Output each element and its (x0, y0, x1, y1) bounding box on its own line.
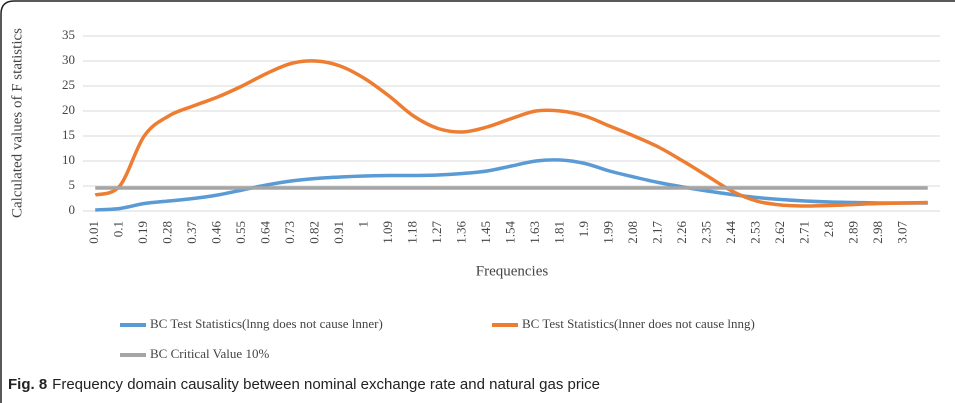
legend-label: BC Critical Value 10% (150, 346, 269, 361)
x-tick-label: 0.37 (184, 221, 199, 244)
x-tick-label: 1.81 (551, 221, 566, 244)
x-tick-label: 1.63 (527, 221, 542, 244)
y-tick-label: 5 (69, 177, 76, 192)
x-tick-label: 1.54 (502, 221, 517, 244)
caption-text: Frequency domain causality between nomin… (52, 376, 600, 393)
y-tick-label: 0 (69, 202, 76, 217)
x-tick-label: 0.55 (233, 221, 248, 244)
x-tick-label: 2.26 (674, 221, 689, 244)
x-tick-label: 1.18 (405, 221, 420, 244)
series-line (94, 59, 928, 208)
series-line (95, 158, 928, 212)
x-tick-label: 2.8 (821, 221, 836, 237)
x-tick-label: 1.27 (429, 221, 444, 244)
x-tick-label: 2.44 (723, 221, 738, 244)
x-axis-label: Frequencies (476, 263, 549, 279)
x-tick-label: 2.62 (772, 221, 787, 244)
caption: Fig. 8 Frequency domain causality between… (8, 376, 600, 393)
x-tick-label: 0.19 (135, 221, 150, 244)
y-tick-label: 20 (62, 102, 75, 117)
x-tick-label: 0.64 (258, 221, 273, 244)
x-tick-label: 0.28 (160, 221, 175, 244)
x-tick-label: 1.09 (380, 221, 395, 244)
x-tick-label: 0.73 (282, 221, 297, 244)
x-tick-label: 0.1 (111, 221, 126, 237)
x-tick-label: 0.01 (86, 221, 101, 244)
x-tick-label: 2.53 (747, 221, 762, 244)
y-tick-label: 15 (62, 127, 75, 142)
x-tick-label: 1.36 (454, 221, 469, 244)
x-tick-label: 2.89 (845, 221, 860, 244)
x-tick-label: 1.45 (478, 221, 493, 244)
legend-label: BC Test Statistics(lnng does not cause l… (150, 316, 383, 331)
y-tick-label: 10 (62, 152, 75, 167)
x-tick-label: 2.98 (870, 221, 885, 244)
x-tick-label: 2.35 (698, 221, 713, 244)
x-tick-label: 2.17 (649, 221, 664, 244)
y-tick-label: 35 (62, 27, 75, 42)
x-tick-label: 1.9 (576, 221, 591, 237)
y-tick-label: 25 (62, 77, 75, 92)
x-tick-label: 2.08 (625, 221, 640, 244)
x-tick-label: 1.99 (600, 221, 615, 244)
caption-label: Fig. 8 (8, 376, 47, 393)
x-tick-label: 0.46 (209, 221, 224, 244)
x-tick-label: 0.82 (307, 221, 322, 244)
x-tick-label: 3.07 (894, 221, 909, 244)
y-axis-label: Calculated values of F statistics (9, 28, 25, 218)
x-tick-label: 2.71 (796, 221, 811, 244)
y-tick-label: 30 (62, 52, 75, 67)
x-tick-label: 0.91 (331, 221, 346, 244)
legend-label: BC Test Statistics(lnner does not cause … (522, 316, 755, 331)
x-tick-label: 1 (356, 221, 371, 228)
